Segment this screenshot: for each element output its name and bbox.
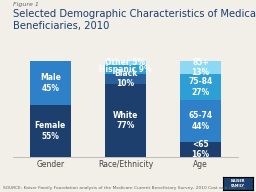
Text: 65-74
44%: 65-74 44% xyxy=(188,111,212,131)
Text: Male
45%: Male 45% xyxy=(40,73,61,93)
Text: Selected Demographic Characteristics of Medicare
Beneficiaries, 2010: Selected Demographic Characteristics of … xyxy=(13,9,256,31)
Text: KAISER
FAMILY: KAISER FAMILY xyxy=(231,179,245,188)
Text: Hispanic 9%: Hispanic 9% xyxy=(99,65,152,74)
Text: 85+
13%: 85+ 13% xyxy=(191,58,210,77)
Text: White
77%: White 77% xyxy=(113,111,138,130)
Bar xyxy=(30,105,71,157)
Text: <65
16%: <65 16% xyxy=(191,140,210,160)
Bar xyxy=(105,84,146,157)
Bar xyxy=(105,65,146,74)
Text: Figure 1: Figure 1 xyxy=(13,2,39,7)
Text: Other 5%: Other 5% xyxy=(105,58,145,67)
Bar xyxy=(180,74,221,100)
Bar xyxy=(105,74,146,84)
Bar xyxy=(180,142,221,157)
Text: Black
10%: Black 10% xyxy=(114,69,137,89)
Text: Female
55%: Female 55% xyxy=(35,121,66,141)
Bar xyxy=(180,61,221,74)
Bar xyxy=(105,60,146,65)
Bar xyxy=(180,100,221,142)
Text: 75-84
27%: 75-84 27% xyxy=(188,77,213,97)
Bar xyxy=(30,61,71,105)
Text: SOURCE: Kaiser Family Foundation analysis of the Medicare Current Beneficiary Su: SOURCE: Kaiser Family Foundation analysi… xyxy=(3,186,247,190)
